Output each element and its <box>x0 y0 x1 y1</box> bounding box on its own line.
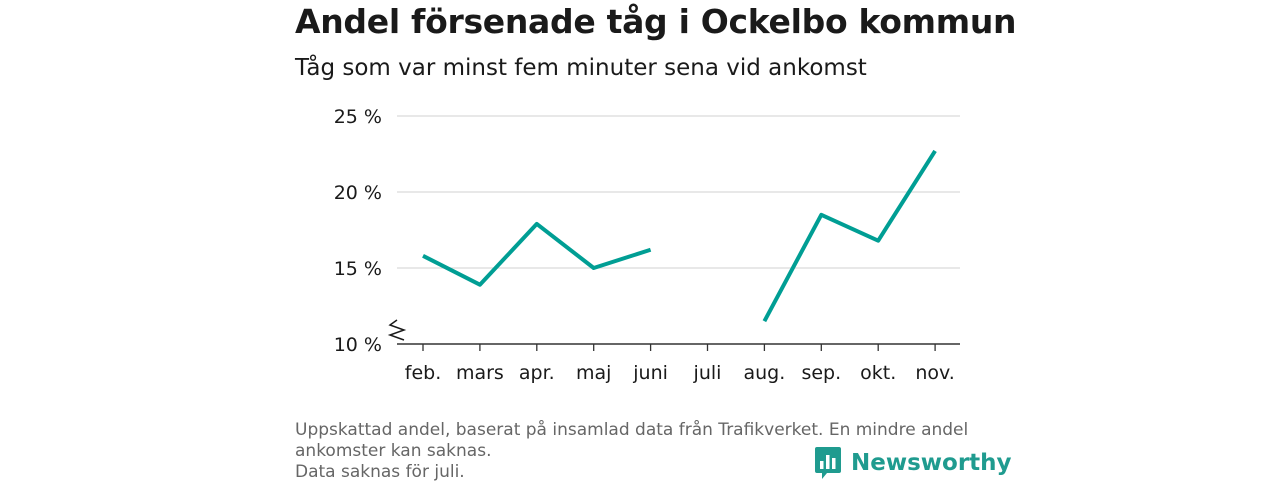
x-tick-label: feb. <box>405 362 441 384</box>
x-tick-label: juli <box>693 362 722 384</box>
x-tick-label: sep. <box>801 362 841 384</box>
y-tick-label: 10 % <box>334 334 382 356</box>
x-tick-label: nov. <box>915 362 954 384</box>
x-tick-label: juni <box>632 362 668 384</box>
x-tick-label: apr. <box>519 362 555 384</box>
footnote: Uppskattad andel, baserat på insamlad da… <box>295 420 985 483</box>
chart-subtitle: Tåg som var minst fem minuter sena vid a… <box>295 55 867 81</box>
x-tick-label: aug. <box>744 362 786 384</box>
gridlines <box>397 115 960 269</box>
axis-break-icon <box>387 319 407 341</box>
line-chart: 10 % 15 % 20 % 25 % feb. mars apr. maj juni juli… <box>334 106 960 384</box>
brand-name: Newsworthy <box>851 450 1012 476</box>
y-tick-label: 25 % <box>334 106 382 128</box>
series-line <box>762 149 937 323</box>
newsworthy-logo: Newsworthy <box>814 446 1012 480</box>
x-tick-label: mars <box>456 362 504 384</box>
bar-chart-speech-bubble-icon <box>815 447 841 479</box>
footnote-line: ankomster kan saknas. <box>295 441 492 461</box>
y-tick-label: 15 % <box>334 258 382 280</box>
footnote-line: Uppskattad andel, baserat på insamlad da… <box>295 420 969 440</box>
x-axis-ticks: feb. mars apr. maj juni juli aug. sep. okt. nov. <box>405 344 955 384</box>
chart-title: Andel försenade tåg i Ockelbo kommun <box>295 2 1017 41</box>
series-lines <box>422 149 937 323</box>
y-axis-ticks: 10 % 15 % 20 % 25 % <box>334 106 382 356</box>
x-tick-label: okt. <box>860 362 896 384</box>
x-tick-label: maj <box>576 362 611 384</box>
footnote-line: Data saknas för juli. <box>295 462 465 482</box>
y-tick-label: 20 % <box>334 182 382 204</box>
series-line <box>422 221 652 287</box>
